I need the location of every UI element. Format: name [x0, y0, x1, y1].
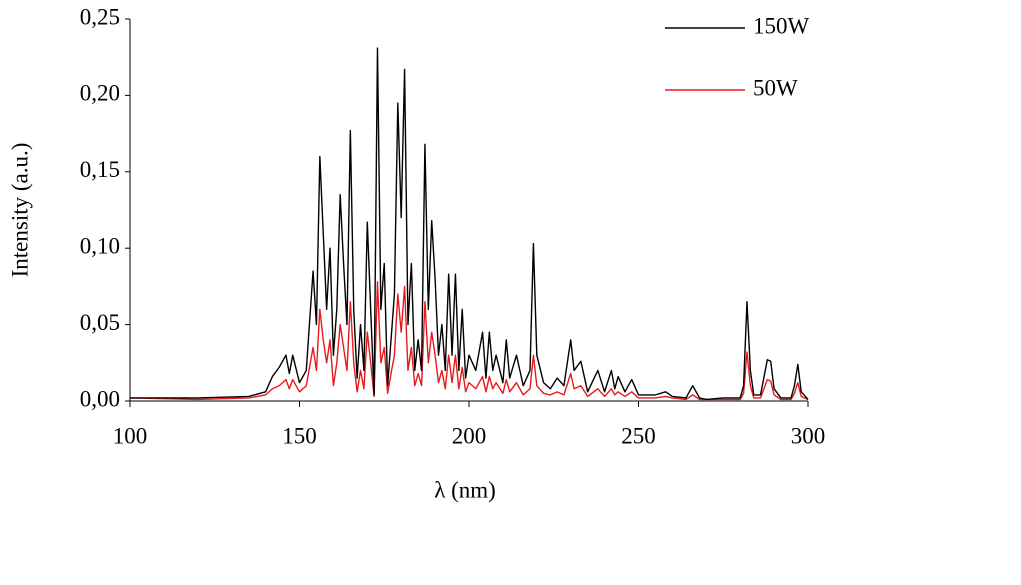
y-tick-label: 0,05	[80, 310, 120, 335]
x-tick-label: 100	[113, 423, 148, 448]
x-tick-label: 150	[282, 423, 317, 448]
series-line	[130, 47, 809, 401]
x-axis-label: λ (nm)	[434, 477, 496, 502]
y-tick-label: 0,00	[80, 386, 120, 411]
y-tick-label: 0,10	[80, 233, 120, 258]
legend-label: 50W	[753, 75, 798, 100]
x-tick-label: 200	[452, 423, 487, 448]
y-tick-label: 0,25	[80, 4, 120, 29]
legend-label: 150W	[753, 13, 810, 38]
y-axis-label: Intensity (a.u.)	[7, 143, 32, 278]
x-tick-label: 300	[791, 423, 826, 448]
y-tick-label: 0,20	[80, 81, 120, 106]
y-tick-label: 0,15	[80, 157, 120, 182]
series-line	[129, 281, 809, 401]
x-tick-label: 250	[621, 423, 656, 448]
